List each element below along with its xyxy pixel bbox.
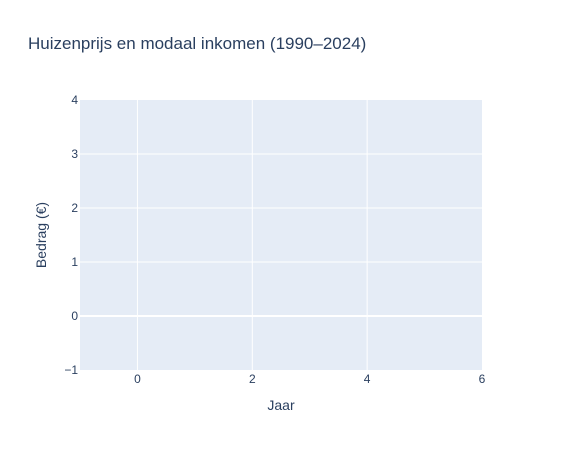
plot-area [80,100,482,370]
x-tick-labels: 0 2 4 6 [134,372,486,386]
y-tick-labels: −1 0 1 2 3 4 [64,93,78,377]
y-axis-title: Bedrag (€) [33,202,49,268]
y-tick-label: 4 [71,93,78,107]
x-tick-label: 4 [364,372,371,386]
x-tick-label: 6 [479,372,486,386]
x-tick-label: 2 [249,372,256,386]
x-tick-label: 0 [134,372,141,386]
y-tick-label: −1 [64,363,78,377]
chart-title: Huizenprijs en modaal inkomen (1990–2024… [28,34,367,53]
grid-lines [80,100,482,370]
y-tick-label: 0 [71,309,78,323]
x-axis-title: Jaar [267,397,295,413]
y-tick-label: 3 [71,147,78,161]
y-tick-label: 2 [71,201,78,215]
y-tick-label: 1 [71,255,78,269]
